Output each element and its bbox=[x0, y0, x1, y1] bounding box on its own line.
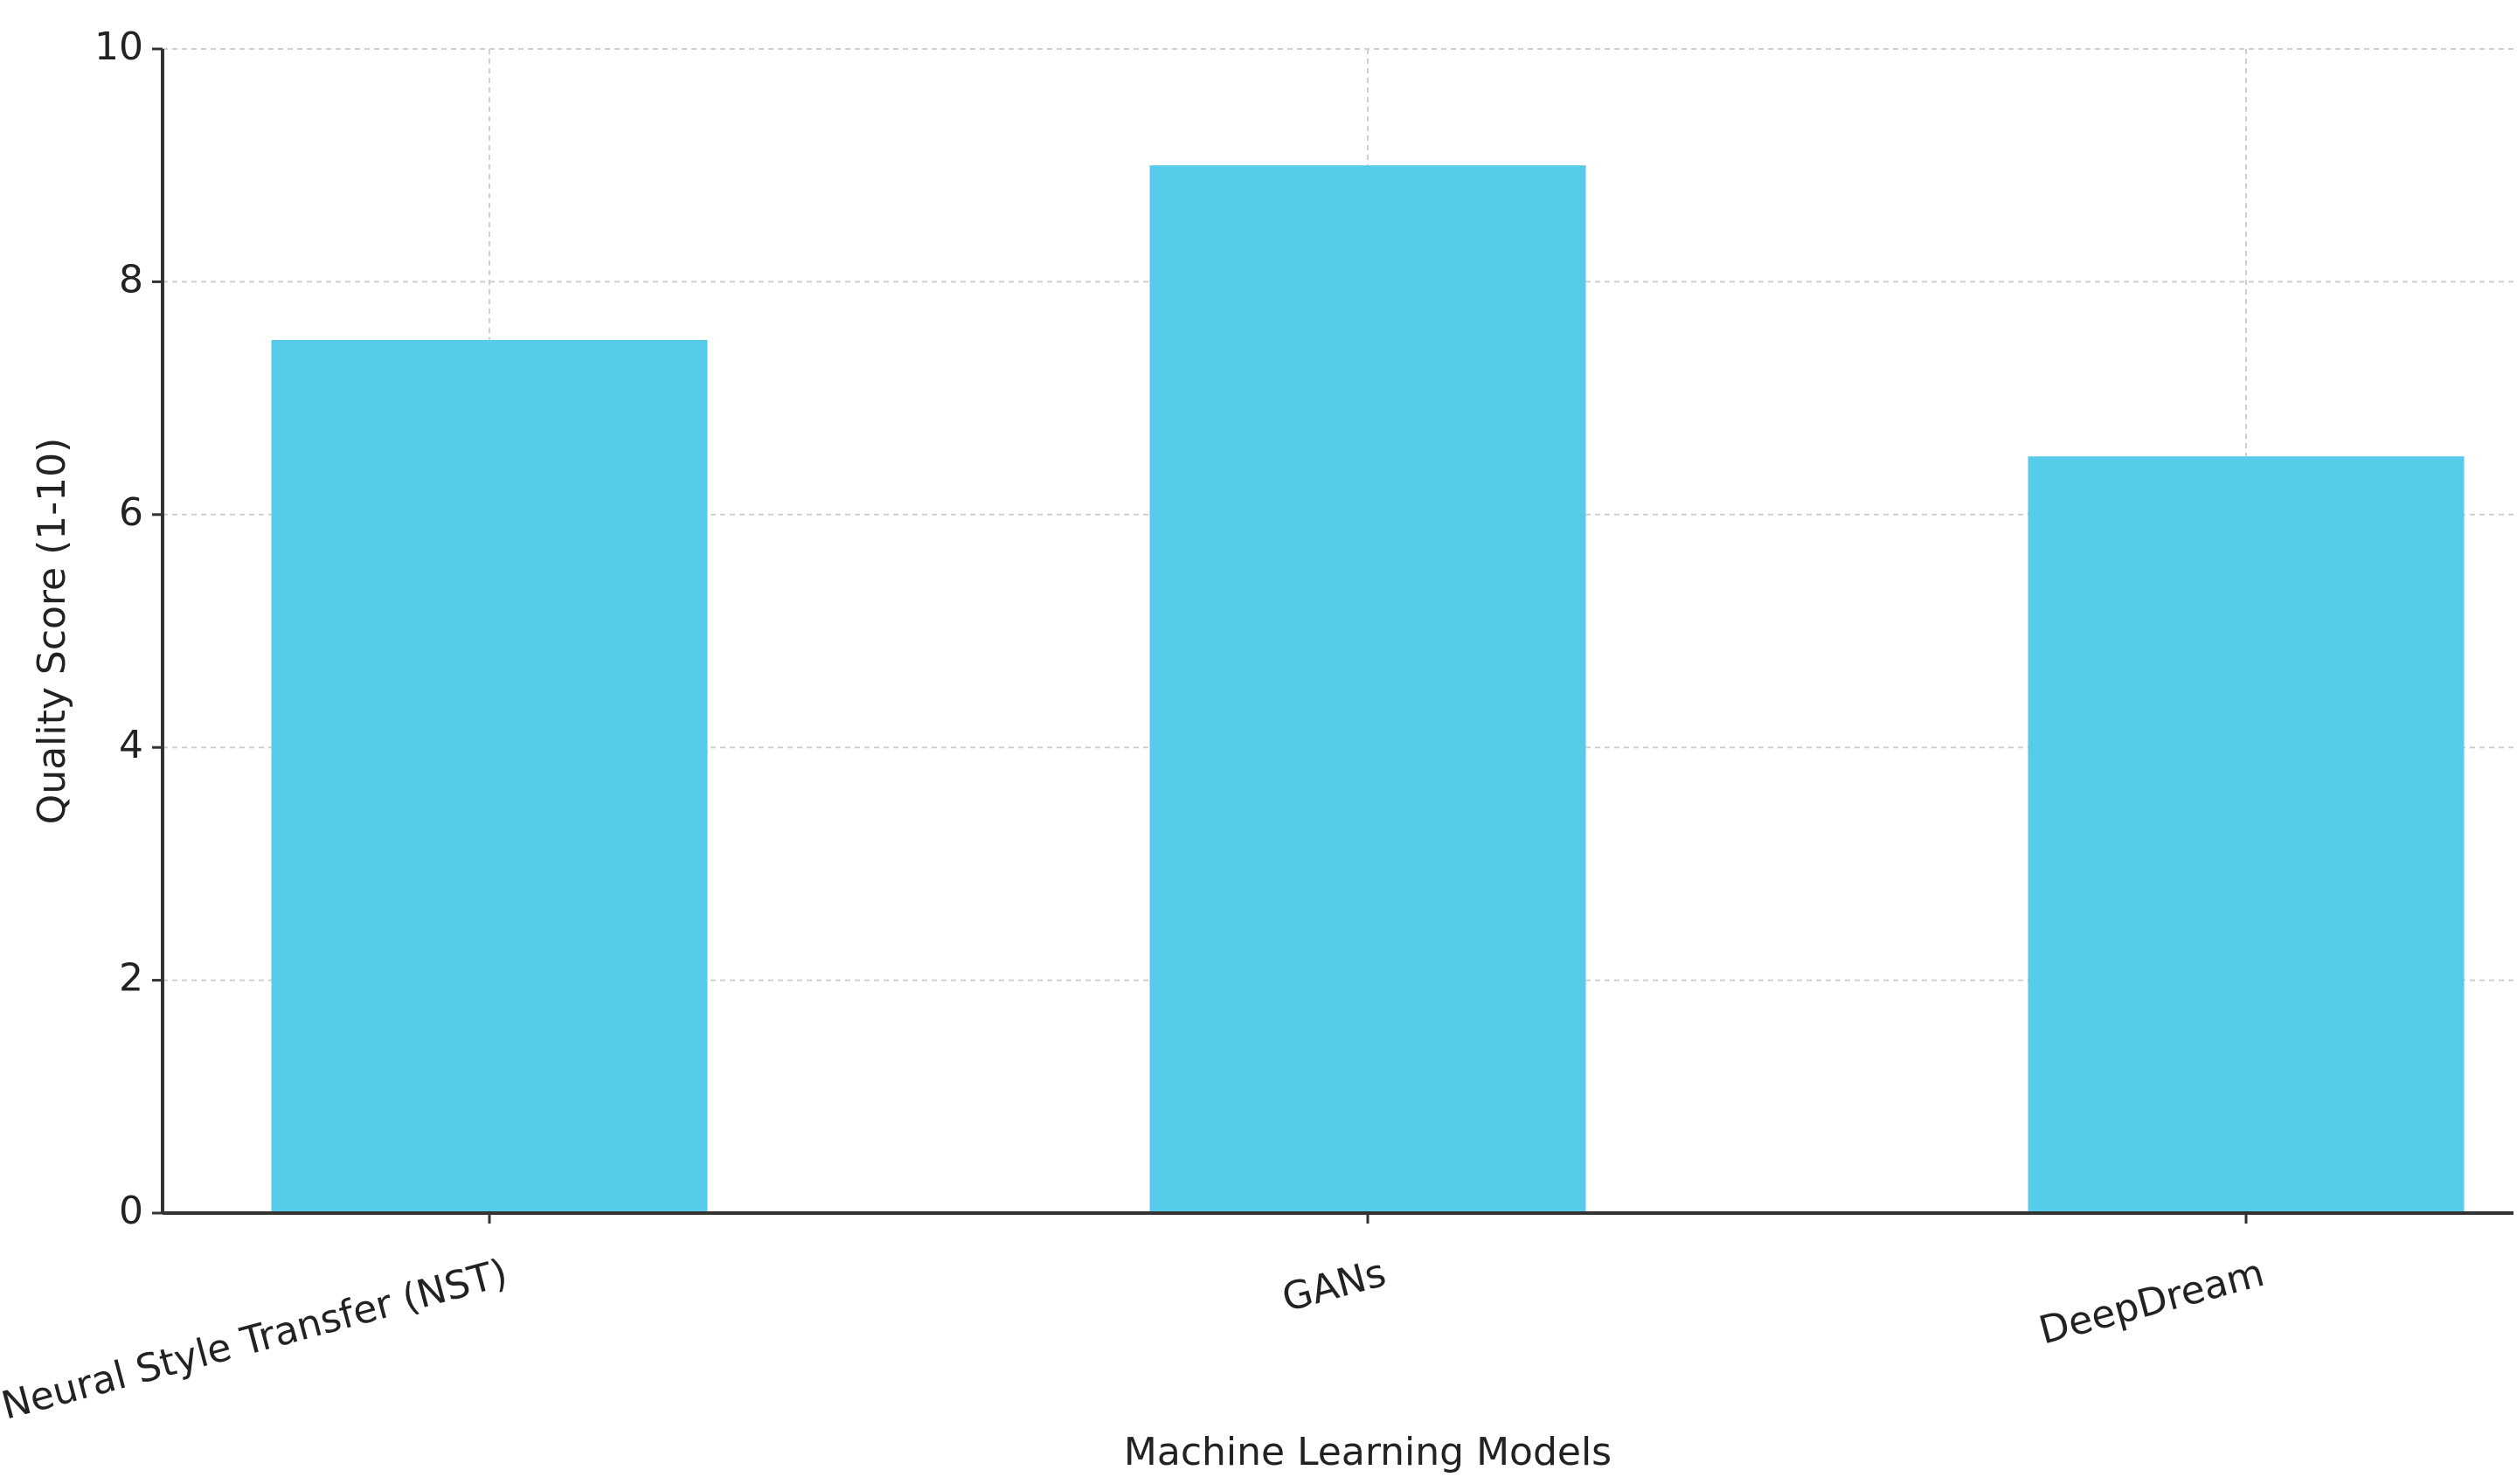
y-tick-label: 10 bbox=[94, 24, 143, 69]
bar bbox=[1149, 165, 1586, 1214]
y-tick-label: 6 bbox=[119, 490, 143, 535]
y-tick-label: 8 bbox=[119, 257, 143, 302]
y-tick-label: 4 bbox=[119, 723, 143, 767]
x-tick-label: GANs bbox=[1278, 1251, 1390, 1321]
y-tick-label: 2 bbox=[119, 956, 143, 1001]
y-axis-label: Quality Score (1-10) bbox=[30, 438, 74, 825]
x-tick-label: Neural Style Transfer (NST) bbox=[0, 1251, 512, 1429]
bar bbox=[2028, 456, 2465, 1213]
bar bbox=[271, 340, 708, 1213]
x-tick-label: DeepDream bbox=[2035, 1251, 2269, 1354]
y-tick-label: 0 bbox=[119, 1189, 143, 1233]
x-axis-label: Machine Learning Models bbox=[1124, 1430, 1612, 1474]
